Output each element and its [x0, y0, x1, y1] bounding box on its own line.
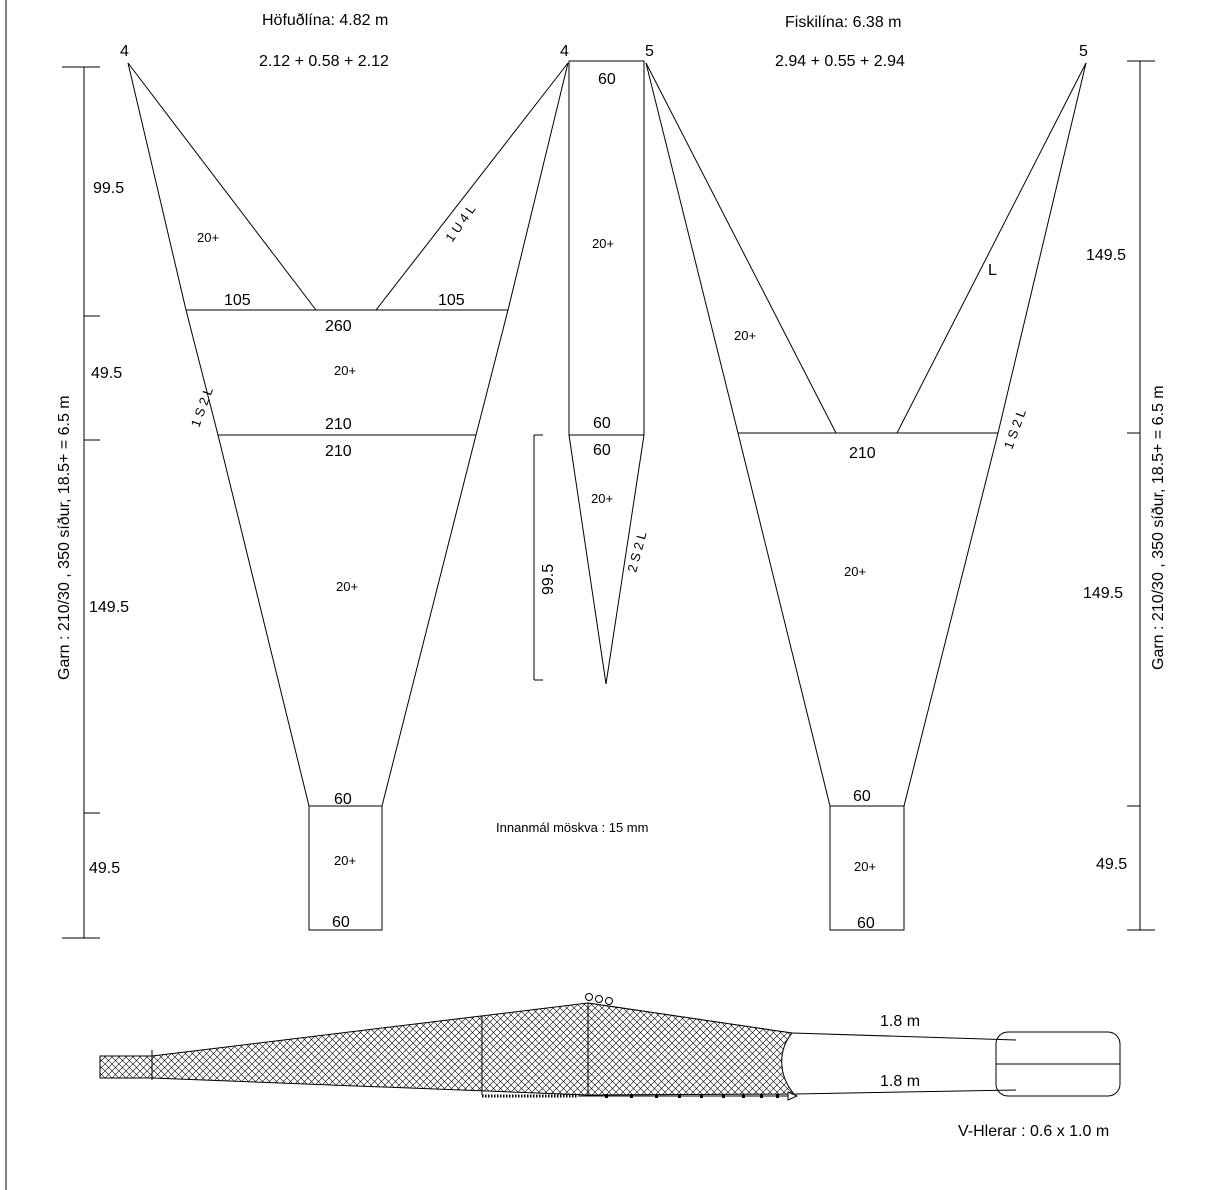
upper-cod-top-label: 60 — [334, 791, 352, 808]
upper-wing-mesh-label: 20+ — [197, 230, 219, 245]
lower-cod-bottom-label: 60 — [857, 915, 875, 932]
headrope-parts: 2.12 + 0.58 + 2.12 — [259, 53, 389, 70]
footrope-right-point: 5 — [1079, 43, 1088, 60]
mesh-size-note: Innanmál möskva : 15 mm — [496, 820, 648, 835]
lower-body-mesh-label: 20+ — [844, 564, 866, 579]
center-bottom-label: 60 — [593, 415, 611, 432]
footrope-left-point: 5 — [645, 43, 654, 60]
center-mesh-label: 20+ — [592, 236, 614, 251]
lower-cod-mesh-label: 20+ — [854, 859, 876, 874]
upper-mid-top-label: 260 — [325, 318, 352, 335]
lower-cut-wing-label: L — [988, 262, 997, 279]
upper-mid-bottom-top-label: 210 — [325, 416, 352, 433]
upper-panel-outline — [127, 62, 569, 931]
upper-body-mesh-label: 20+ — [336, 579, 358, 594]
left-seg2-label: 49.5 — [91, 365, 122, 382]
upper-mid-mesh-label: 20+ — [334, 363, 356, 378]
lower-cod-top-label: 60 — [853, 788, 871, 805]
left-garn-label: Garn : 210/30 , 350 síður, 18.5+ = 6.5 m — [56, 395, 73, 680]
headrope-right-point: 4 — [560, 43, 569, 60]
trawl-door — [995, 1031, 1121, 1097]
center-lower-top-label: 60 — [593, 442, 611, 459]
footrope-parts: 2.94 + 0.55 + 2.94 — [775, 53, 905, 70]
upper-wing-right-label: 105 — [438, 292, 465, 309]
left-seg4-label: 49.5 — [89, 860, 120, 877]
upper-cod-mesh-label: 20+ — [334, 853, 356, 868]
right-seg2-label: 149.5 — [1083, 585, 1123, 602]
upper-mid-bottom-bottom-label: 210 — [325, 443, 352, 460]
left-dimension-bar — [62, 66, 100, 939]
bridle-lower-label: 1.8 m — [880, 1073, 920, 1090]
lower-wing-mesh-label: 20+ — [734, 328, 756, 343]
center-lower-mesh-label: 20+ — [591, 491, 613, 506]
right-seg1-label: 149.5 — [1086, 247, 1126, 264]
doors-label: V-Hlerar : 0.6 x 1.0 m — [958, 1123, 1109, 1140]
center-height-label: 99.5 — [540, 564, 557, 595]
right-dimension-bar — [1127, 60, 1155, 931]
lower-cut-side-label: 1 S 2 L — [1001, 407, 1029, 451]
right-seg3-label: 49.5 — [1096, 856, 1127, 873]
footrope-title: Fiskilína: 6.38 m — [785, 14, 901, 31]
trawl-side-view — [99, 993, 1017, 1101]
lower-bottom-width-label: 210 — [849, 445, 876, 462]
bridle-upper-label: 1.8 m — [880, 1013, 920, 1030]
upper-wing-left-label: 105 — [224, 292, 251, 309]
upper-cod-bottom-label: 60 — [332, 914, 350, 931]
upper-cut-wing-label: 1 U 4 L — [442, 202, 478, 245]
left-seg1-label: 99.5 — [93, 180, 124, 197]
center-top-label: 60 — [598, 71, 616, 88]
headrope-title: Höfuðlína: 4.82 m — [262, 12, 388, 29]
right-garn-label: Garn : 210/30 , 350 síður, 18.5+ = 6.5 m — [1150, 385, 1167, 670]
upper-cut-side-label: 1 S 2 L — [188, 385, 216, 429]
lower-panel-outline — [645, 62, 1087, 931]
left-seg3-label: 149.5 — [89, 599, 129, 616]
center-panel-outline — [533, 60, 645, 685]
headrope-left-point: 4 — [120, 43, 129, 60]
